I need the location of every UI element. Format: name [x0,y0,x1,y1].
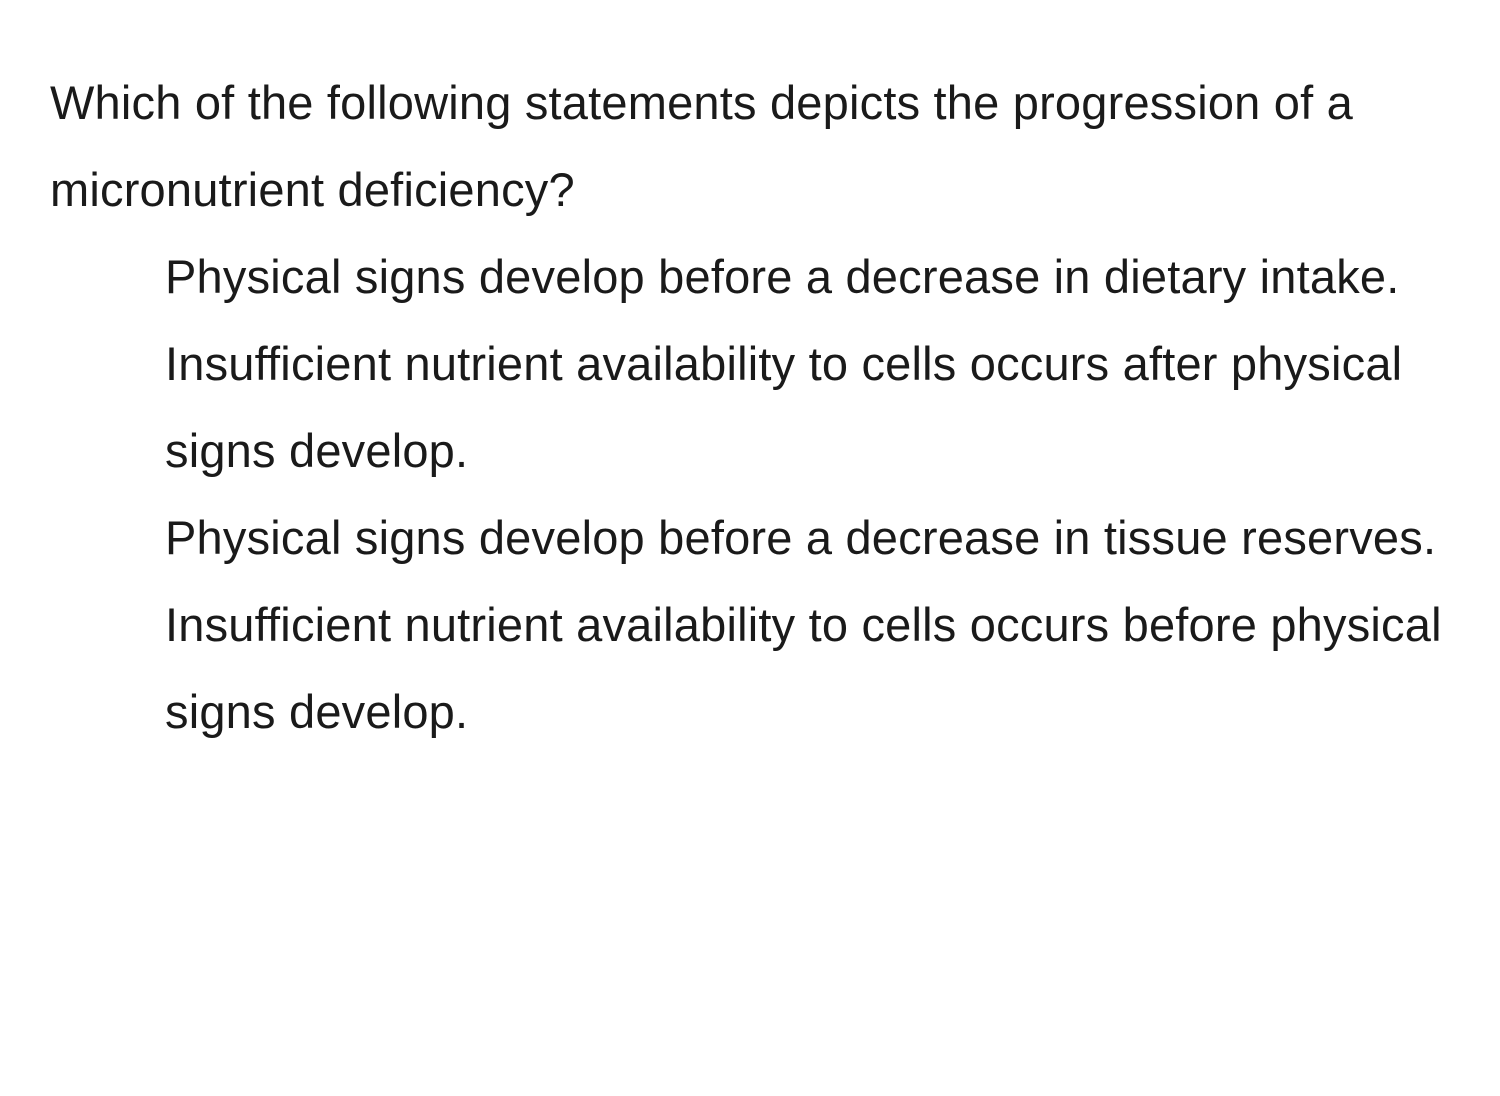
options-list: Physical signs develop before a decrease… [50,234,1450,756]
option-item: Insufficient nutrient availability to ce… [165,582,1450,756]
option-item: Physical signs develop before a decrease… [165,234,1450,321]
question-block: Which of the following statements depict… [50,60,1450,756]
option-item: Physical signs develop before a decrease… [165,495,1450,582]
question-text: Which of the following statements depict… [50,60,1450,234]
option-item: Insufficient nutrient availability to ce… [165,321,1450,495]
